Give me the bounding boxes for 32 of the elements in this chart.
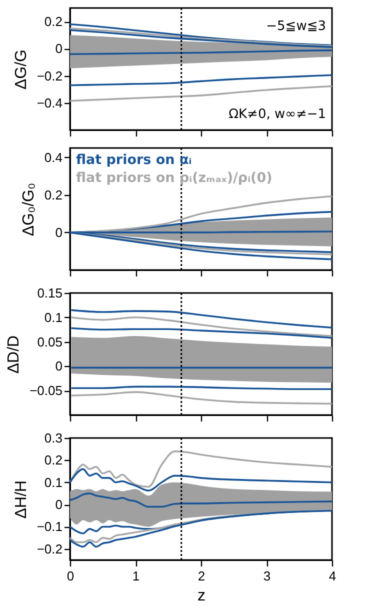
y-tick-label: −0.1 [36,519,62,534]
x-tick-label: 4 [328,568,336,584]
y-axis-title: ΔG₀/G₀ [20,182,38,236]
y-tick-label: 0.3 [44,430,62,446]
annotation: −5≦w≦3 [266,19,326,34]
text: flat priors on αᵢ [76,152,192,168]
y-tick-label: 0.05 [37,334,62,350]
y-tick-label: 0.1 [44,310,62,325]
y-axis-title: ΔH/H [12,480,30,519]
y-tick-label: −0.4 [36,95,62,110]
y-axis-title: ΔG/G [12,49,30,90]
y-tick-label: 0.2 [44,452,62,468]
y-tick-label: 0.1 [44,474,62,490]
y-tick-label: 0 [55,497,62,512]
y-tick-label: −0.2 [36,68,62,84]
x-axis-title: z [198,588,206,604]
y-tick-label: 0.2 [44,187,62,202]
y-tick-label: −0.2 [36,541,62,556]
series-label: flat priors on ρᵢ(zₘₐₓ)/ρᵢ(0) [76,170,272,186]
y-tick-label: 0.15 [37,286,62,300]
y-tick-label: 0.2 [44,14,62,30]
y-tick-label: 0 [55,41,62,56]
x-tick-label: 3 [263,568,271,584]
annotation: ΩK≠0, w∞≠−1 [228,107,326,122]
y-axis-title: ΔD/D [6,335,23,374]
y-tick-label: 0.4 [44,150,62,165]
x-tick-label: 1 [132,568,140,584]
x-tick-label: 0 [66,568,74,584]
y-tick-label: −0.05 [30,383,62,398]
x-tick-label: 2 [198,568,206,584]
y-tick-label: 0 [55,224,62,240]
y-tick-label: 0 [55,358,62,374]
